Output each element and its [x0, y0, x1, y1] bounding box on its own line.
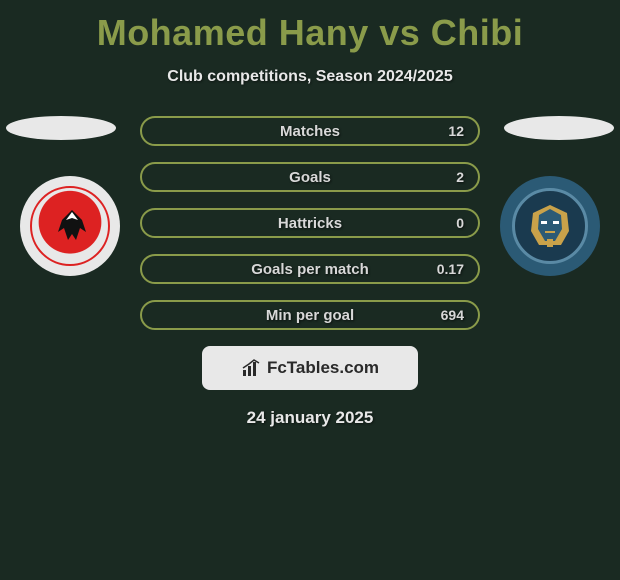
stat-row-matches: Matches 12 — [140, 116, 480, 146]
stat-value: 12 — [448, 123, 464, 139]
stat-label: Matches — [280, 123, 340, 140]
branding-badge: FcTables.com — [202, 346, 418, 390]
stat-label: Goals per match — [251, 261, 369, 278]
stats-rows: Matches 12 Goals 2 Hattricks 0 Goals per… — [140, 116, 480, 330]
stat-label: Min per goal — [266, 307, 354, 324]
subtitle: Club competitions, Season 2024/2025 — [0, 68, 620, 86]
chart-icon — [241, 358, 261, 378]
al-ahly-eagle-icon — [50, 206, 94, 250]
stat-row-hattricks: Hattricks 0 — [140, 208, 480, 238]
stat-row-goals: Goals 2 — [140, 162, 480, 192]
stat-value: 2 — [456, 169, 464, 185]
pyramids-pharaoh-icon — [525, 203, 575, 249]
club-logo-right — [500, 176, 600, 276]
stat-value: 0 — [456, 215, 464, 231]
stat-label: Goals — [289, 169, 331, 186]
club-logo-left — [20, 176, 120, 276]
date-text: 24 january 2025 — [0, 408, 620, 428]
player-slot-left — [6, 116, 116, 140]
player-slot-right — [504, 116, 614, 140]
stat-label: Hattricks — [278, 215, 342, 232]
stat-value: 0.17 — [437, 261, 464, 277]
comparison-area: Matches 12 Goals 2 Hattricks 0 Goals per… — [0, 116, 620, 428]
branding-text: FcTables.com — [267, 358, 379, 378]
page-title: Mohamed Hany vs Chibi — [0, 0, 620, 54]
stat-row-goals-per-match: Goals per match 0.17 — [140, 254, 480, 284]
stat-row-min-per-goal: Min per goal 694 — [140, 300, 480, 330]
stat-value: 694 — [441, 307, 464, 323]
